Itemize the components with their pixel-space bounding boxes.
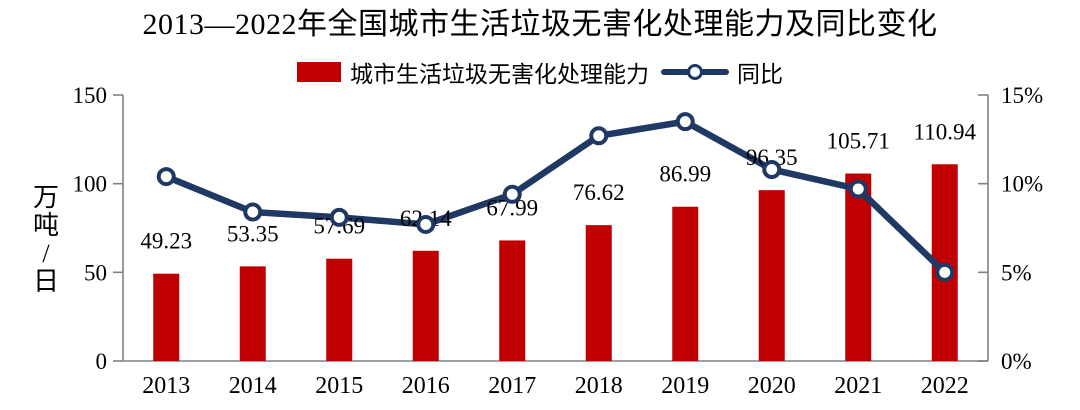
left-axis-tick-label: 150	[73, 83, 108, 108]
left-axis-title-char: 日	[32, 267, 59, 296]
right-axis-tick-label: 0%	[1001, 349, 1032, 374]
left-axis-tick-label: 0	[96, 349, 108, 374]
line-marker-2017	[502, 184, 522, 204]
line-marker-2019	[675, 112, 695, 132]
x-axis-label-2016: 2016	[402, 373, 450, 399]
left-axis-title: 万吨 / 日	[28, 184, 64, 296]
line-marker-2013	[156, 167, 176, 187]
x-axis-label-2013: 2013	[142, 373, 190, 399]
x-axis-label-2018: 2018	[575, 373, 623, 399]
legend-bar-swatch	[297, 62, 341, 82]
left-axis-tick-label: 50	[84, 260, 107, 285]
bar-2020	[758, 190, 785, 361]
growth-line	[163, 118, 948, 276]
left-axis-title-char: 万	[32, 183, 59, 212]
legend-bar-label: 城市生活垃圾无害化处理能力	[350, 62, 649, 87]
bar-2021	[845, 173, 872, 361]
left-axis-title-char: 吨	[32, 211, 59, 240]
line-marker-2022	[935, 262, 955, 282]
line-marker-2014	[243, 202, 263, 222]
x-axis-label-2015: 2015	[315, 373, 363, 399]
bar-value-label-2014: 53.35	[227, 221, 279, 246]
legend-line-marker-icon	[687, 64, 703, 80]
legend: 城市生活垃圾无害化处理能力 同比	[0, 58, 1080, 87]
x-axis-label-2020: 2020	[748, 373, 796, 399]
x-axis-label-2021: 2021	[834, 373, 882, 399]
x-axis-label-2019: 2019	[661, 373, 709, 399]
bar-value-label-2021: 105.71	[827, 129, 890, 154]
bar-2017	[499, 240, 526, 361]
line-marker-2020	[762, 159, 782, 179]
right-axis-tick-label: 10%	[1001, 172, 1043, 197]
left-axis-tick-label: 100	[73, 172, 108, 197]
x-axis-label-2017: 2017	[488, 373, 536, 399]
bar-value-label-2013: 49.23	[140, 229, 192, 254]
line-marker-2015	[329, 207, 349, 227]
bar-value-label-2019: 86.99	[659, 162, 711, 187]
right-axis-tick-label: 15%	[1001, 83, 1043, 108]
bar-2016	[412, 250, 439, 361]
x-axis-label-2014: 2014	[229, 373, 277, 399]
bar-value-label-2018: 76.62	[573, 180, 625, 205]
x-axis-label-2022: 2022	[921, 373, 969, 399]
bar-value-label-2022: 110.94	[914, 119, 977, 144]
left-axis-title-char: /	[42, 239, 50, 268]
bar-2014	[239, 266, 266, 361]
line-marker-2016	[416, 214, 436, 234]
legend-line-swatch	[661, 62, 729, 82]
bar-2018	[585, 225, 612, 361]
bar-2015	[326, 258, 353, 361]
bar-2013	[153, 273, 180, 361]
legend-line-label: 同比	[737, 62, 783, 87]
line-marker-2018	[589, 126, 609, 146]
right-axis-tick-label: 5%	[1001, 260, 1032, 285]
chart-title: 2013—2022年全国城市生活垃圾无害化处理能力及同比变化	[142, 8, 938, 41]
bar-2019	[672, 206, 699, 361]
line-marker-2021	[848, 179, 868, 199]
